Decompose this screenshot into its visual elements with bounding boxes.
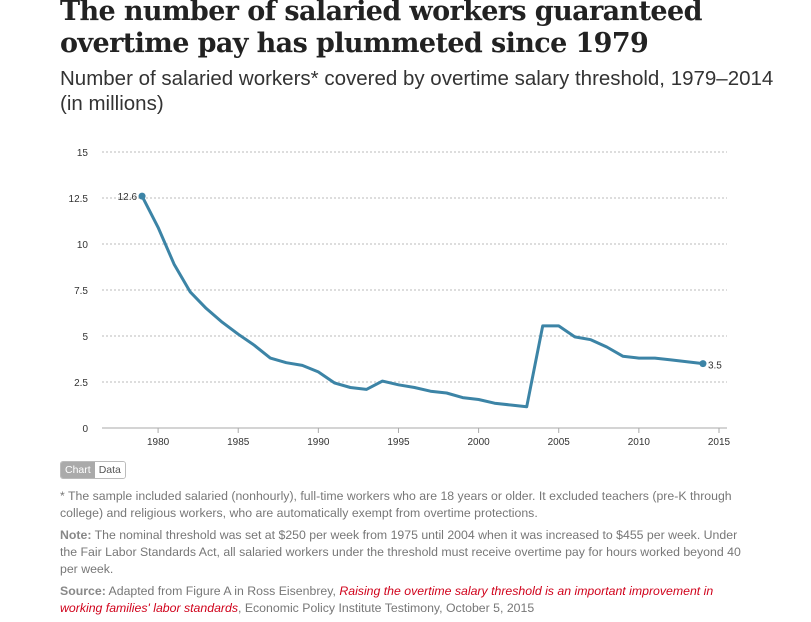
note-label: Note:	[60, 528, 92, 542]
chart-tab[interactable]: Chart	[61, 462, 95, 478]
x-tick-label: 1990	[307, 437, 330, 448]
y-tick-label: 5	[82, 332, 88, 343]
x-tick-label: 2000	[467, 437, 490, 448]
chart-subtitle: Number of salaried workers* covered by o…	[60, 67, 774, 115]
x-tick-label: 2005	[548, 437, 571, 448]
note: Note: The nominal threshold was set at $…	[60, 527, 750, 578]
end-data-label: 3.5	[708, 361, 722, 372]
y-tick-label: 7.5	[74, 286, 88, 297]
source-text: Adapted from Figure A in Ross Eisenbrey,	[105, 584, 340, 598]
source-link[interactable]: Raising the overtime salary threshold is…	[60, 584, 714, 615]
line-chart: 0 2.5 5 7.5 10 12.5 15 1980 1985 1990 1995 2000 2005…	[69, 148, 731, 448]
y-tick-label: 0	[82, 424, 88, 435]
chart-title: The number of salaried workers guarantee…	[60, 0, 702, 59]
source-suffix: , Economic Policy Institute Testimony, O…	[238, 601, 535, 615]
x-tick-label: 1980	[147, 437, 170, 448]
x-tick-label: 2010	[628, 437, 651, 448]
y-tick-label: 15	[77, 148, 89, 159]
series-line	[140, 195, 704, 409]
start-data-label: 12.6	[118, 192, 138, 203]
chart-data-toggle: Chart Data	[60, 461, 126, 479]
chart-notes: * The sample included salaried (nonhourl…	[60, 488, 750, 622]
x-tick-label: 1995	[387, 437, 410, 448]
note-text: The nominal threshold was set at $250 pe…	[60, 528, 741, 576]
data-point	[138, 192, 146, 200]
footnote: * The sample included salaried (nonhourl…	[60, 489, 732, 520]
y-tick-label: 12.5	[69, 194, 89, 205]
source-label: Source:	[60, 584, 106, 598]
data-point	[699, 360, 707, 368]
y-tick-label: 10	[77, 240, 89, 251]
source: Source: Adapted from Figure A in Ross Ei…	[60, 583, 750, 617]
x-tick-label: 2015	[708, 437, 731, 448]
data-tab[interactable]: Data	[94, 462, 125, 478]
y-tick-label: 2.5	[74, 378, 88, 389]
x-tick-label: 1985	[227, 437, 250, 448]
